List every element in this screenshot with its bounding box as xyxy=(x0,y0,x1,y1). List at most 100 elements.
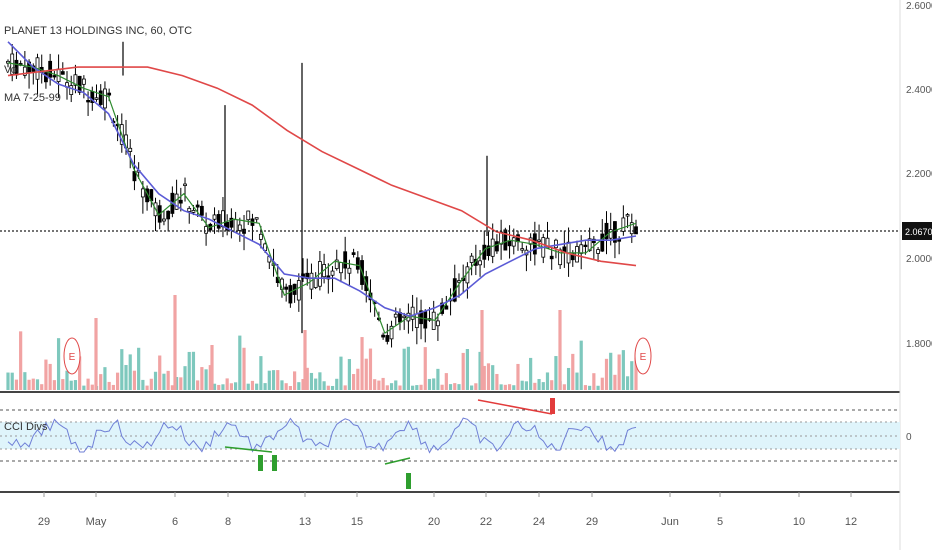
time-tick-label: 22 xyxy=(480,516,492,528)
candle-body xyxy=(140,188,145,198)
volume-bar xyxy=(10,372,14,390)
bullish-divergence-marker xyxy=(258,455,263,471)
volume-bar xyxy=(149,378,153,390)
volume-bar xyxy=(246,383,250,390)
volume-bar xyxy=(297,382,301,390)
volume-bar xyxy=(23,372,27,390)
time-tick-label: 20 xyxy=(428,516,440,528)
volume-bar xyxy=(604,358,609,390)
cci-line xyxy=(7,417,637,454)
candle-body xyxy=(381,334,386,338)
candle-body xyxy=(537,239,541,242)
candle-body xyxy=(511,237,516,247)
volume-bar xyxy=(368,348,373,390)
candle-body xyxy=(313,278,318,288)
volume-bar xyxy=(558,310,562,390)
volume-bar xyxy=(153,371,158,390)
volume-bar xyxy=(162,373,166,390)
volume-bar xyxy=(583,385,588,390)
volume-bar xyxy=(432,378,436,390)
candle-body xyxy=(204,226,208,234)
volume-bar xyxy=(339,356,343,390)
volume-bar xyxy=(221,384,225,390)
volume-bar xyxy=(200,367,204,390)
candle-body xyxy=(81,78,86,85)
volume-bar xyxy=(166,370,170,390)
volume-bar xyxy=(499,384,503,390)
earnings-marker-left[interactable]: E xyxy=(63,337,81,375)
volume-bar xyxy=(389,383,394,390)
volume-bar xyxy=(303,330,307,390)
candle-body xyxy=(486,245,491,257)
volume-bar xyxy=(309,372,314,390)
volume-bar xyxy=(115,372,120,390)
volume-bar xyxy=(562,384,566,390)
candle-body xyxy=(162,218,166,222)
volume-bar xyxy=(352,374,356,390)
ma-slow-line xyxy=(7,66,637,267)
volume-bar xyxy=(141,379,145,390)
candle-body xyxy=(132,171,137,182)
ma-legend[interactable]: MA 7-25-99 xyxy=(4,92,61,104)
earnings-marker-right[interactable]: E xyxy=(634,337,652,375)
volume-bar xyxy=(621,350,625,390)
ma-mid-line xyxy=(7,41,637,318)
volume-bar xyxy=(124,365,128,390)
candle-body xyxy=(469,255,474,263)
bullish-divergence-line xyxy=(224,446,273,453)
volume-bar xyxy=(196,380,200,390)
candle-body xyxy=(86,100,90,103)
candle-body xyxy=(178,199,183,204)
candle-body xyxy=(625,214,630,217)
volume-bar xyxy=(436,368,440,390)
volume-bar xyxy=(305,367,309,390)
volume-bar xyxy=(465,349,470,390)
time-tick-label: 24 xyxy=(533,516,545,528)
candle-body xyxy=(516,234,520,243)
volume-bar xyxy=(27,379,31,390)
candle-body xyxy=(478,260,482,266)
volume-bar xyxy=(103,367,107,390)
volume-bar xyxy=(187,351,191,390)
candle-body xyxy=(258,233,263,240)
volume-bar xyxy=(293,371,297,390)
candle-body xyxy=(225,221,230,231)
volume-bar xyxy=(335,378,339,390)
candle-body xyxy=(229,217,234,228)
time-tick-label: 13 xyxy=(299,516,311,528)
volume-bar xyxy=(474,383,478,390)
candle-body xyxy=(587,238,592,252)
cci-legend[interactable]: CCI Divs xyxy=(4,421,48,433)
time-axis[interactable]: 29 May 6 8 13 15 20 22 24 29 Jun 5 10 12 xyxy=(38,492,857,528)
volume-bar xyxy=(524,381,529,390)
bullish-divergence-marker xyxy=(272,455,277,471)
candle-body xyxy=(402,315,407,319)
time-tick-label: 10 xyxy=(793,516,805,528)
volume-bar xyxy=(65,370,69,390)
candle-body xyxy=(233,219,238,233)
price-tick: 1.8000 xyxy=(906,339,932,350)
volume-bars xyxy=(6,295,638,390)
price-tick: 2.4000 xyxy=(906,85,932,96)
volume-bar xyxy=(314,378,318,390)
price-tick: 2.6000 xyxy=(906,1,932,12)
symbol-title[interactable]: PLANET 13 HOLDINGS INC, 60, OTC xyxy=(4,25,192,37)
volume-bar xyxy=(625,376,630,390)
price-axis[interactable]: 2.6000 2.4000 2.2000 2.0000 1.8000 2.067… xyxy=(902,1,932,443)
candle-body xyxy=(69,85,74,95)
candle-body xyxy=(199,205,204,216)
time-tick-label: 29 xyxy=(38,516,50,528)
volume-bar xyxy=(276,370,280,390)
volume-bar xyxy=(56,338,61,390)
svg-text:E: E xyxy=(69,352,76,363)
volume-bar xyxy=(212,383,217,390)
volume-bar xyxy=(267,370,271,390)
volume-bar xyxy=(145,385,149,390)
volume-legend[interactable]: Vol xyxy=(4,64,19,76)
volume-bar xyxy=(634,357,638,390)
candle-body xyxy=(237,224,242,231)
volume-bar xyxy=(204,369,208,390)
price-tick: 2.2000 xyxy=(906,169,932,180)
candle-body xyxy=(128,147,133,152)
